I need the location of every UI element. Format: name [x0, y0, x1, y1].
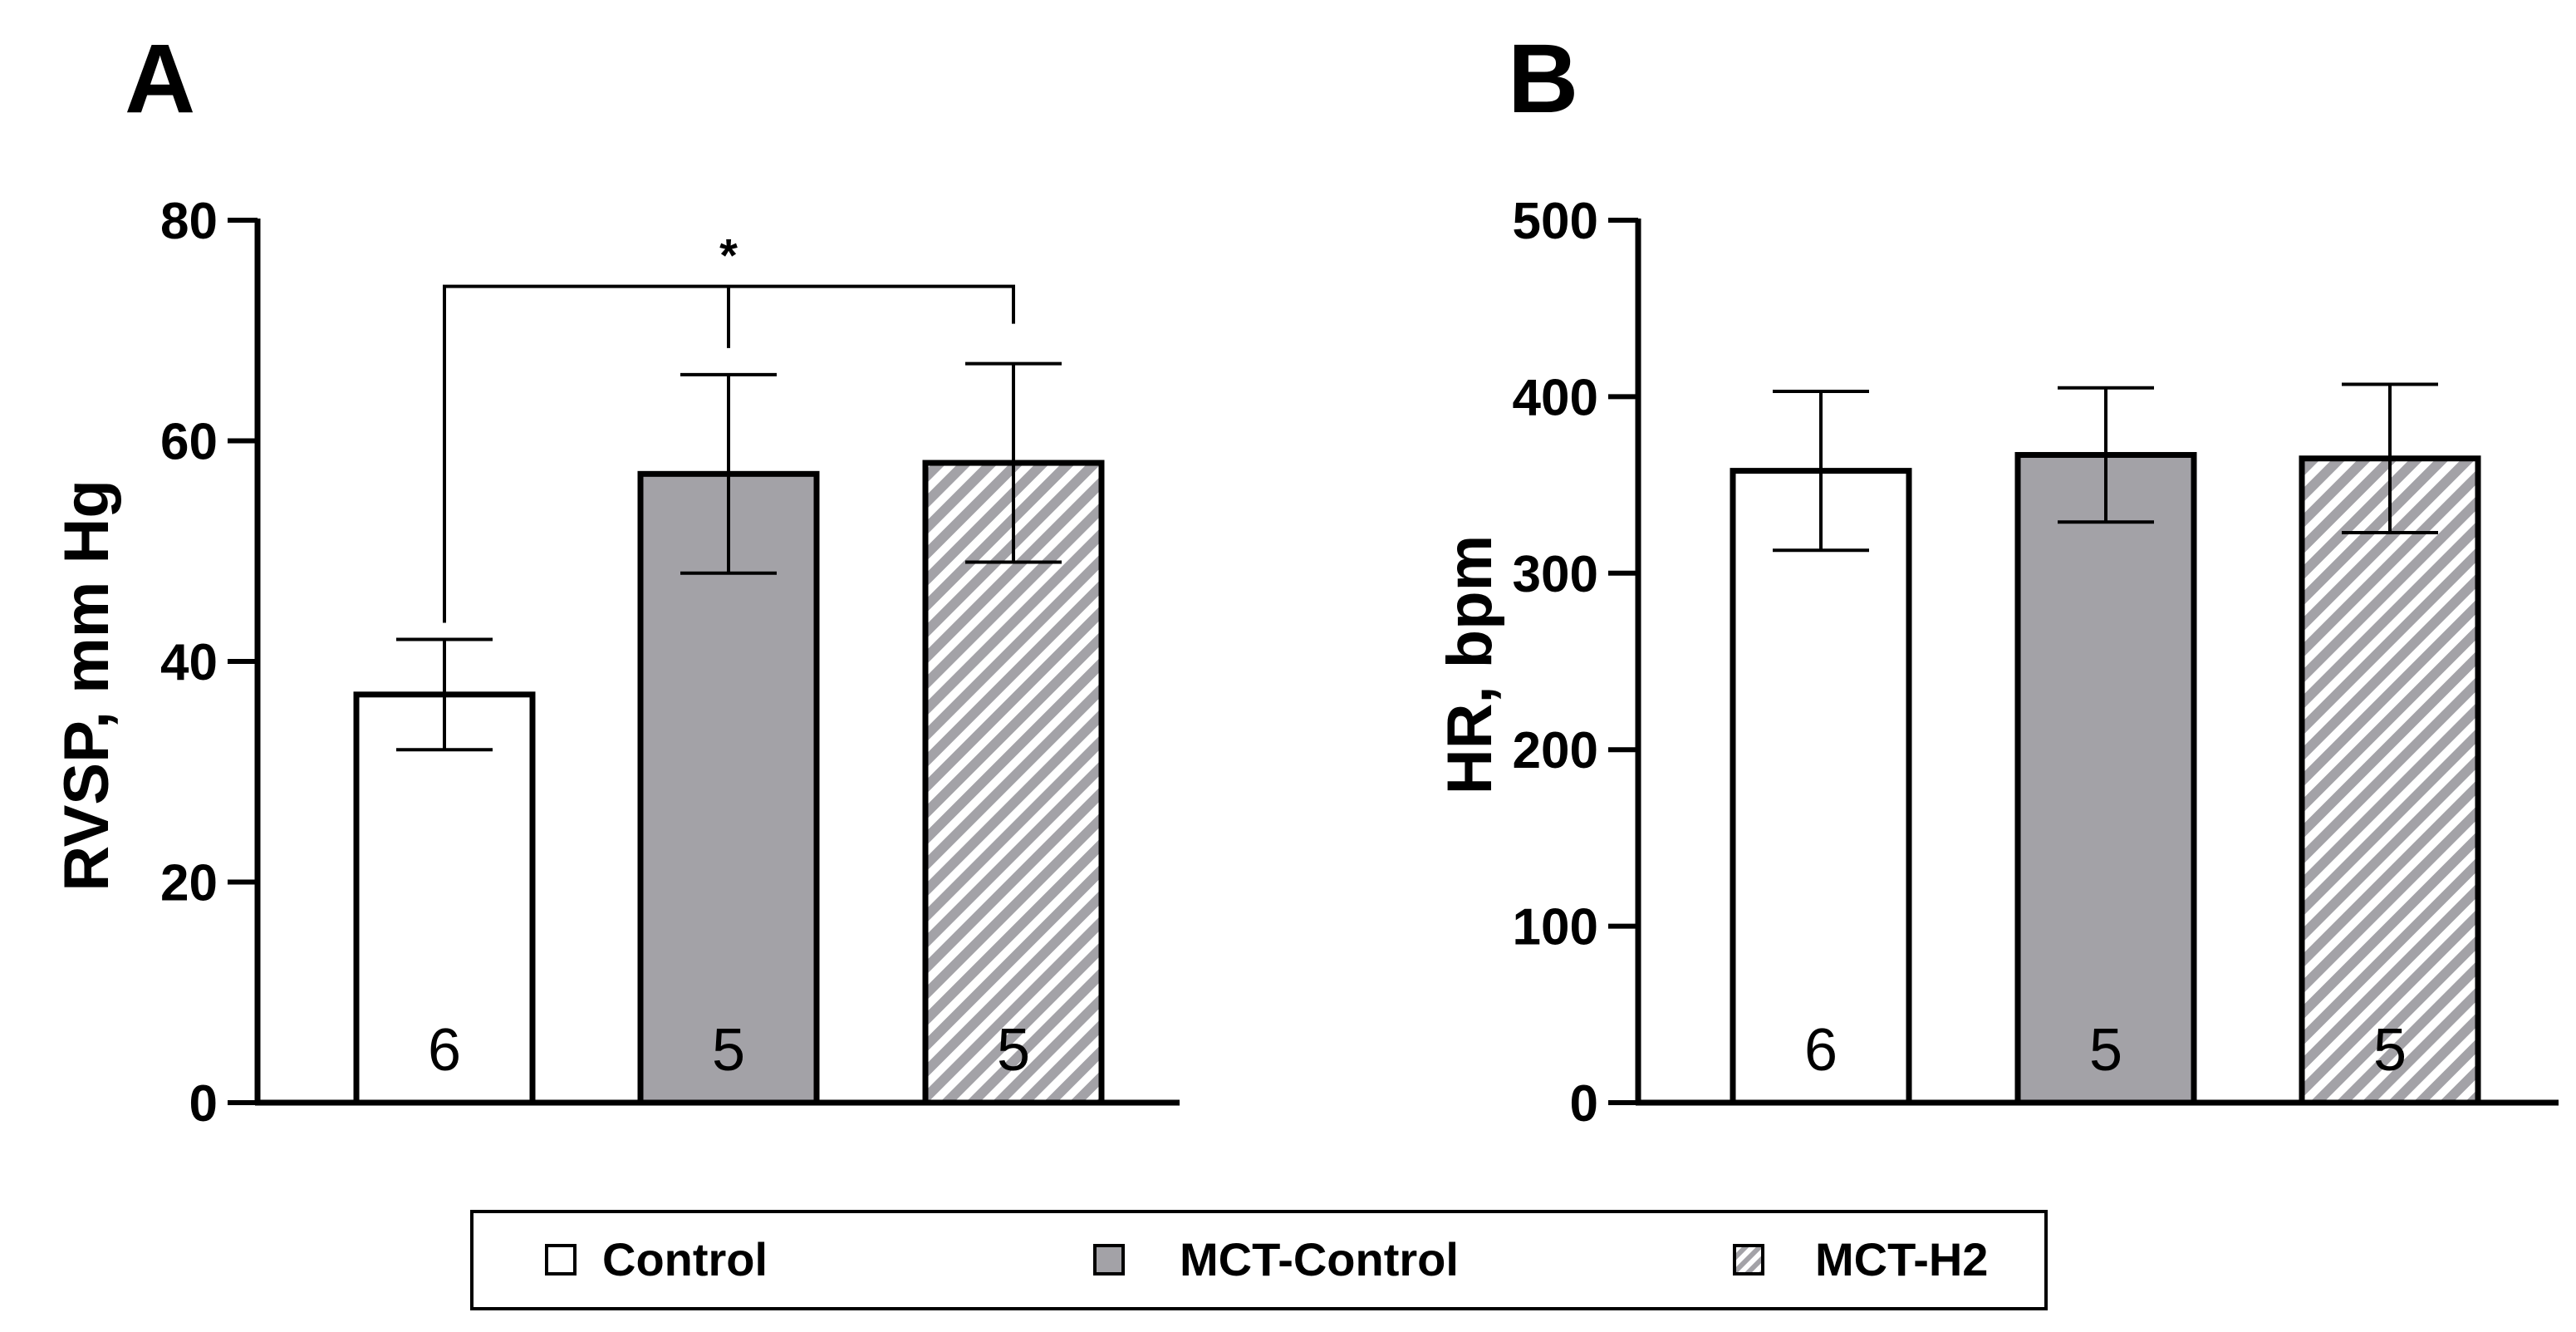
panel-a-n-label-mct-h2: 5 — [997, 1017, 1030, 1084]
panel-a-ytick-label-80: 80 — [160, 193, 218, 250]
legend-label-control: Control — [602, 1233, 768, 1285]
legend: Control MCT-Control MCT-H2 — [470, 1210, 2048, 1310]
panel-b-ytick-label-0: 0 — [1570, 1075, 1598, 1133]
panel-a-n-label-control: 6 — [428, 1017, 461, 1084]
panel-a-bar-control — [353, 691, 536, 1106]
panel-a-significance-star: * — [719, 229, 738, 282]
panel-a-ylabel: RVSP, mm Hg — [52, 479, 122, 892]
panel-b-n-label-mct-control: 5 — [2089, 1017, 2122, 1084]
legend-label-mct-control: MCT-Control — [1180, 1233, 1459, 1285]
panel-b-ytick-label-500: 500 — [1513, 193, 1598, 250]
panel-a-chart: 6 5 5 0 20 40 60 80 * — [160, 193, 1180, 1133]
panel-b-bar-control — [1730, 468, 1912, 1106]
panel-a-letter: A — [125, 24, 195, 134]
panel-b-n-label-mct-h2: 5 — [2373, 1017, 2407, 1084]
panel-a-n-label-mct-control: 5 — [712, 1017, 745, 1084]
panel-a-ytick-label-60: 60 — [160, 414, 218, 471]
panel-b-ytick-label-300: 300 — [1513, 546, 1598, 603]
panel-b-n-label-control: 6 — [1804, 1017, 1838, 1084]
legend-label-mct-h2: MCT-H2 — [1815, 1233, 1988, 1285]
legend-swatch-mct-h2 — [1733, 1244, 1764, 1275]
panel-b-ytick-label-100: 100 — [1513, 899, 1598, 956]
legend-swatch-control — [545, 1244, 577, 1275]
panel-b-bar-mct-h2 — [2299, 455, 2481, 1106]
legend-swatch-mct-control — [1093, 1244, 1125, 1275]
panel-b-chart: 6 5 5 0 100 200 300 400 500 — [1513, 193, 2559, 1133]
panel-a-ytick-label-40: 40 — [160, 634, 218, 691]
panel-b-bar-mct-control — [2014, 451, 2197, 1106]
legend-frame — [470, 1210, 2048, 1310]
panel-b-ytick-label-200: 200 — [1513, 722, 1598, 779]
panel-b-ylabel: HR, bpm — [1435, 535, 1505, 794]
panel-a-ytick-label-0: 0 — [189, 1075, 218, 1133]
panel-a-bar-mct-h2 — [922, 460, 1105, 1106]
panel-b-letter: B — [1508, 24, 1578, 134]
panel-a-ytick-label-20: 20 — [160, 855, 218, 912]
panel-b-ytick-label-400: 400 — [1513, 369, 1598, 426]
